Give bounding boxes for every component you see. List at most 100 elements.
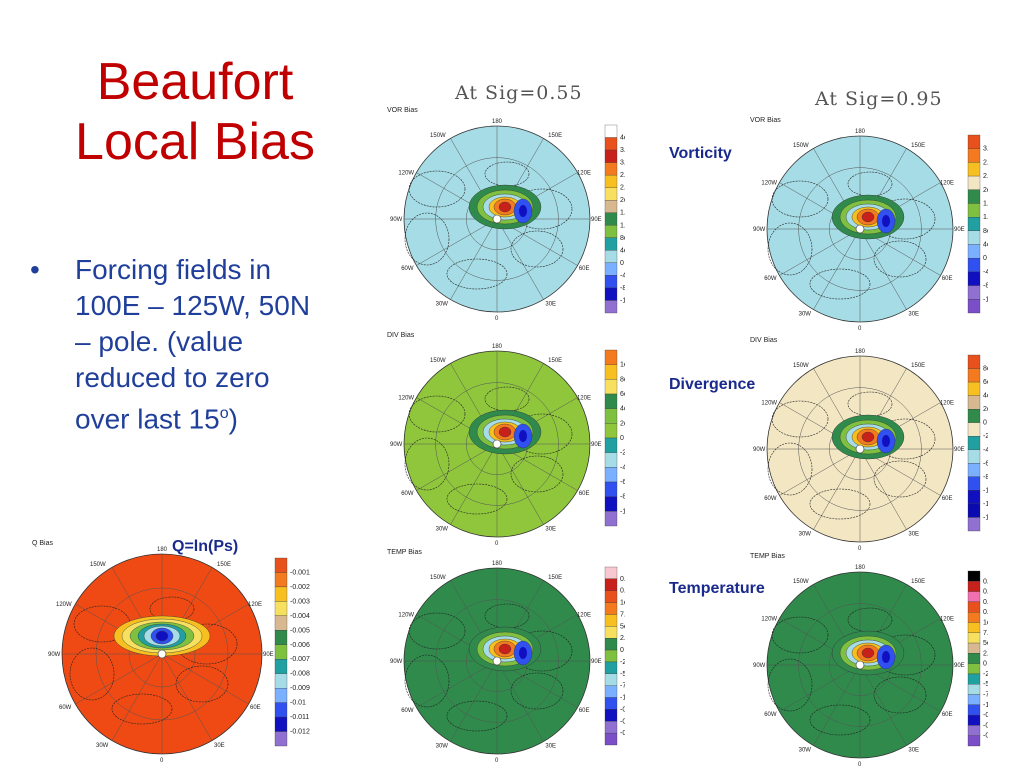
longitude-tick-label: 120W [398,612,414,618]
slide-title: Beaufort Local Bias [0,52,390,172]
longitude-tick-label: 60E [942,496,953,502]
coastline [767,442,813,496]
bullet-line-4: reduced to zero [75,362,270,393]
colorbar-swatch [967,517,981,532]
anomaly-contour-core [519,430,527,442]
longitude-tick-label: 150W [430,133,446,139]
title-line-1: Beaufort [96,53,294,111]
meridian-line [859,228,907,310]
colorbar-level-label: 0 [983,661,987,668]
colorbar-level-label: 0.00015 [983,599,988,606]
temp-055-plot: TEMP Bias 180 150E 150W 120E 120W 90E 90W 60E 60W… [387,549,625,764]
colorbar-level-label: 3.2e-06 [620,160,625,167]
coastline [446,700,508,732]
meridian-line [496,218,544,300]
meridian-line [161,653,249,705]
colorbar-level-label: -8e-07 [983,474,988,481]
colorbar-swatch [604,697,618,710]
longitude-tick-label: 180 [157,547,168,553]
colorbar-swatch [967,409,981,423]
colorbar-swatch [967,570,981,582]
colorbar-swatch [604,423,618,439]
longitude-tick-label: 90W [390,442,403,448]
longitude-tick-label: 0 [495,316,499,322]
anomaly-contour [861,211,875,223]
colorbar-swatch [604,408,618,424]
colorbar-level-label: 6e-07 [620,391,625,398]
colorbar-swatch [604,566,618,580]
coastline [809,488,871,520]
longitude-tick-label: 90W [390,217,403,223]
meridian-line [859,664,907,746]
longitude-tick-label: 30E [545,526,556,532]
colorbar-level-label: 3.6e-06 [620,147,625,154]
bullet-line-2: 100E – 125W, 50N [75,290,311,321]
longitude-tick-label: 30W [799,747,812,753]
colorbar-level-label: 0.0002 [983,578,988,585]
colorbar-swatch [604,732,618,746]
vor-095-plot: VOR Bias 180 150E 150W 120E 120W 90E 90W 60E 60W 3… [750,117,988,332]
colorbar-swatch [604,467,618,483]
colorbar-swatch [604,721,618,734]
longitude-tick-label: 120W [761,400,777,406]
colorbar-level-label: -1.2e-06 [983,501,988,508]
coastline [175,665,229,703]
colorbar-swatch [604,149,618,163]
colorbar-swatch [604,590,618,603]
anomaly-contour [498,201,512,213]
longitude-tick-label: 120E [577,170,591,176]
colorbar-swatch [967,735,981,747]
longitude-tick-label: 60E [942,712,953,718]
colorbar-level-label: -1.2e-06 [983,296,988,303]
meridian-line [496,660,544,742]
anomaly-contour [155,630,169,642]
coastline [767,658,813,712]
coastline [873,240,927,278]
colorbar-swatch [967,653,981,664]
coastline [510,230,564,268]
colorbar-level-label: 2e-07 [620,420,625,427]
colorbar-swatch [604,162,618,176]
colorbar-level-label: 0.000125 [983,609,988,616]
colorbar-swatch [604,237,618,251]
colorbar-level-label: 2.4e-06 [983,173,988,180]
colorbar-level-label: -0.008 [290,671,310,678]
panel-title: DIV Bias [387,332,415,339]
bullet-dot-icon: • [30,254,40,285]
colorbar-swatch [604,124,618,138]
meridian-line [111,653,163,741]
coastline [404,437,450,491]
longitude-tick-label: 60E [250,705,261,711]
q-plot: Q Bias 180 150E 150W 120E 120W 90E 90W 60E 60W 30E… [32,540,310,764]
colorbar-level-label: -8e-07 [983,283,988,290]
colorbar-swatch [604,287,618,301]
coastline [809,704,871,736]
colorbar-swatch [967,285,981,300]
div-095-plot: DIV Bias 180 150E 150W 120E 120W 90E 90W 60E 60W 3… [750,337,988,552]
colorbar-swatch [967,476,981,491]
longitude-tick-label: 180 [492,344,503,350]
longitude-tick-label: 30W [799,311,812,317]
colorbar-swatch [967,684,981,695]
colorbar-swatch [604,200,618,213]
colorbar-level-label: 1e-04 [620,600,625,607]
label-q: Q=ln(Ps) [172,538,239,555]
colorbar-swatch [274,702,288,718]
colorbar-swatch [967,503,981,518]
longitude-tick-label: 90E [954,227,965,233]
meridian-line [496,443,544,525]
colorbar-swatch [967,642,981,654]
longitude-tick-label: 90E [591,659,602,665]
longitude-tick-label: 30E [908,531,919,537]
longitude-tick-label: 60W [764,276,777,282]
colorbar-swatch [967,436,981,450]
longitude-tick-label: 150W [793,363,809,369]
colorbar-level-label: -7.5e-05 [983,692,988,699]
colorbar-swatch [604,174,618,188]
colorbar-level-label: 0 [620,260,624,267]
colorbar-level-label: 0 [620,647,624,654]
longitude-tick-label: 30W [436,301,449,307]
longitude-tick-label: 90W [753,447,766,453]
